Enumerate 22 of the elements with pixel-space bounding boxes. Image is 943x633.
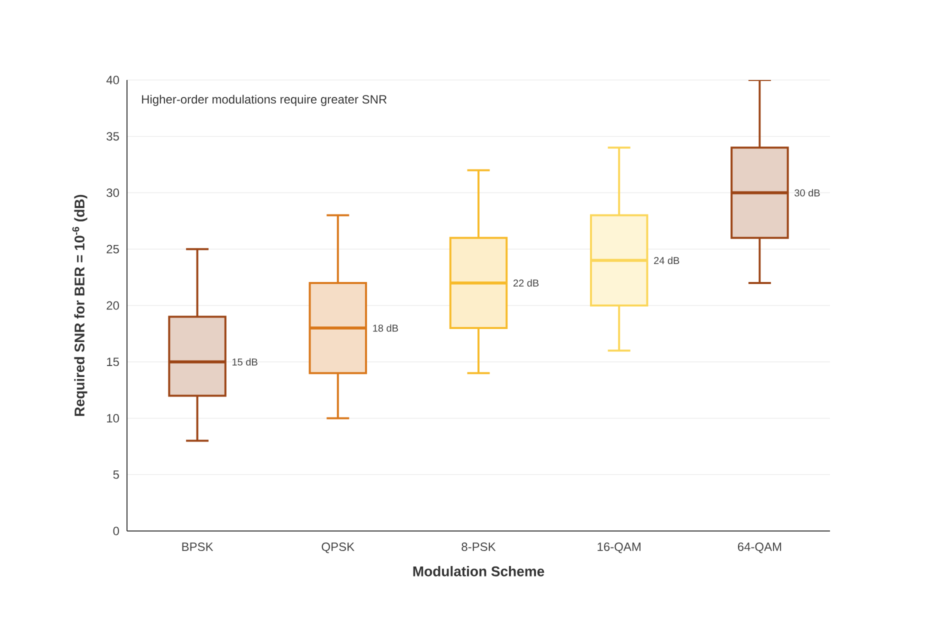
annotation: 30 dB	[794, 189, 820, 196]
y-tick-label: 5	[113, 470, 119, 479]
y-tick-label: 10	[107, 414, 120, 422]
y-axis-title: Required SNR for BER = 10$^{-6}$ (dB)	[72, 194, 88, 416]
annotation: Higher-order modulations require greater SNR	[142, 94, 387, 106]
y-tick-label: 15	[107, 358, 119, 366]
annotation: 22 dB	[513, 279, 539, 287]
annotation: 15 dB	[232, 358, 258, 366]
x-tick-label: 16-QAM	[598, 542, 640, 554]
x-axis-title: Modulation Scheme	[413, 566, 544, 576]
y-tick-label: 30	[106, 188, 120, 197]
y-tick-label: 35	[106, 132, 119, 141]
y-tick-label: 40	[106, 76, 120, 84]
x-tick-label: 64-QAM	[738, 542, 782, 554]
y-tick-label: 25	[106, 244, 119, 254]
x-tick-label: 8-PSK	[462, 542, 496, 552]
x-tick-label: BPSK	[182, 542, 214, 552]
y-tick-label: 20	[106, 301, 120, 310]
annotation: 18 dB	[373, 324, 398, 332]
y-tick-label: 0	[113, 526, 120, 536]
x-tick-label: QPSK	[322, 542, 354, 554]
annotation: 24 dB	[654, 256, 680, 264]
